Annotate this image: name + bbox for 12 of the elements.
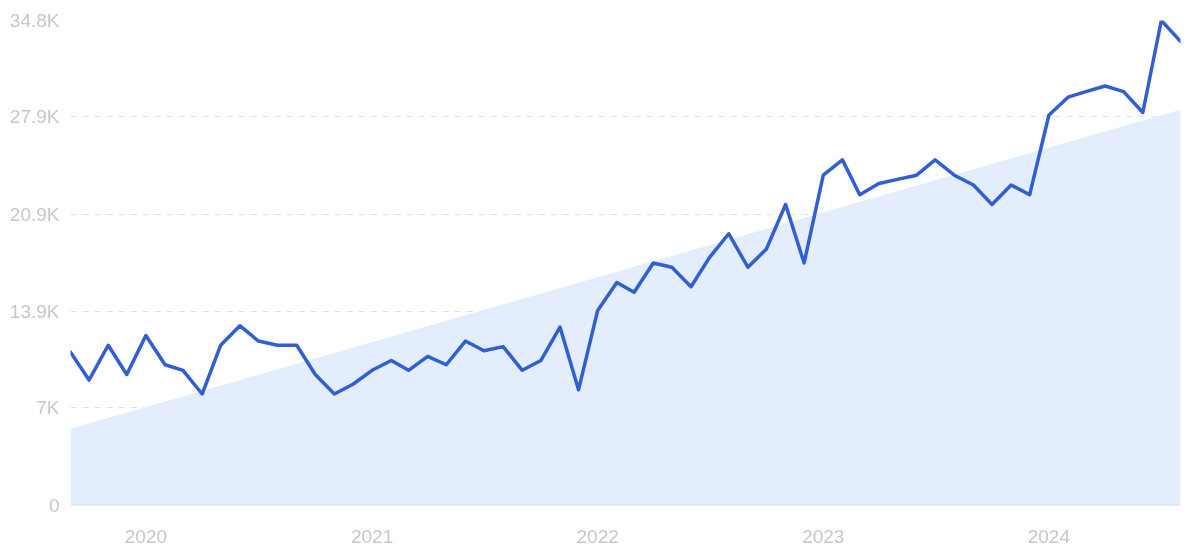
line-series — [70, 20, 1181, 396]
x-tick-label: 2020 — [124, 525, 168, 547]
y-tick-label: 27.9K — [9, 106, 60, 128]
x-tick-label: 2023 — [802, 525, 845, 547]
x-tick-label: 2024 — [1027, 525, 1071, 547]
y-tick-label: 20.9K — [9, 203, 60, 225]
x-tick-label: 2022 — [576, 525, 619, 547]
x-tick-label: 2021 — [350, 525, 394, 547]
y-tick-label: 7K — [36, 397, 60, 419]
y-tick-label: 13.9K — [9, 301, 60, 323]
y-tick-label: 34.8K — [9, 10, 60, 31]
y-tick-label: 0 — [48, 495, 60, 516]
